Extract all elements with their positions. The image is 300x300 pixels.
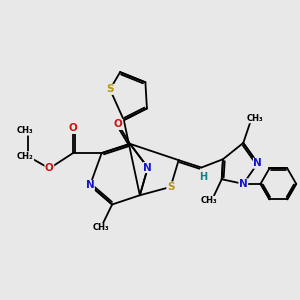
Text: O: O	[45, 164, 54, 173]
Text: CH₃: CH₃	[92, 224, 109, 232]
Text: N: N	[143, 163, 152, 172]
Text: N: N	[239, 179, 248, 189]
Text: O: O	[69, 124, 77, 134]
Text: CH₃: CH₃	[247, 114, 264, 123]
Text: CH₂: CH₂	[17, 152, 34, 161]
Text: CH₃: CH₃	[201, 196, 218, 205]
Text: S: S	[106, 84, 114, 94]
Text: CH₃: CH₃	[17, 126, 34, 135]
Text: N: N	[254, 158, 262, 168]
Text: H: H	[199, 172, 207, 182]
Text: S: S	[167, 182, 174, 192]
Text: N: N	[85, 180, 94, 190]
Text: O: O	[114, 119, 123, 129]
